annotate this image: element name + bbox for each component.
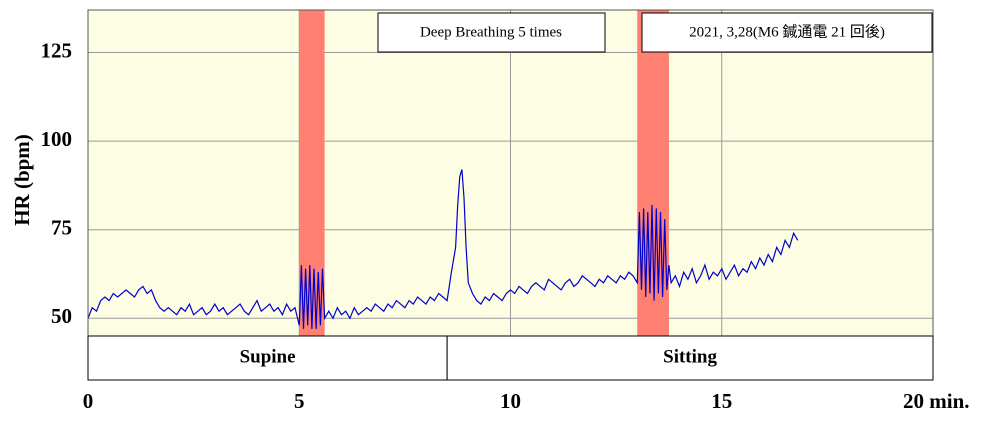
y-tick-label: 125 — [41, 38, 73, 62]
y-axis-label: HR (bpm) — [10, 134, 34, 226]
x-tick-label: 20 min. — [903, 389, 970, 413]
annotation-box — [377, 12, 606, 53]
phase-box — [446, 335, 934, 381]
y-tick-label: 100 — [41, 127, 73, 151]
hr-line — [87, 169, 799, 329]
x-tick-label: 5 — [294, 389, 305, 413]
y-tick-label: 75 — [51, 216, 72, 240]
annotation: Deep Breathing 5 times — [420, 24, 562, 40]
phase-label: Sitting — [663, 346, 717, 367]
highlight-band — [299, 10, 325, 336]
x-tick-label: 10 — [500, 389, 521, 413]
x-tick-label: 0 — [83, 389, 94, 413]
annotation-box — [641, 12, 933, 53]
x-tick-label: 15 — [711, 389, 732, 413]
annotation: 2021, 3,28(M6 鍼通電 21 回後) — [689, 22, 885, 40]
phase-label: Supine — [240, 346, 296, 367]
y-tick-label: 50 — [51, 304, 72, 328]
phase-box — [87, 335, 448, 381]
